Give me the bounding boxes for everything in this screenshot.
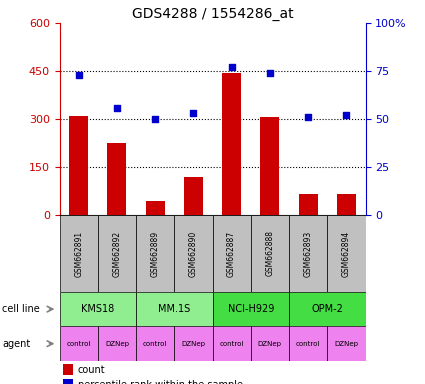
Bar xyxy=(251,215,289,292)
Bar xyxy=(289,215,327,292)
Bar xyxy=(289,326,327,361)
Point xyxy=(152,116,159,122)
Bar xyxy=(174,215,212,292)
Bar xyxy=(98,215,136,292)
Bar xyxy=(60,215,98,292)
Title: GDS4288 / 1554286_at: GDS4288 / 1554286_at xyxy=(132,7,293,21)
Text: control: control xyxy=(296,341,320,347)
Bar xyxy=(289,292,366,326)
Point xyxy=(190,110,197,116)
Point xyxy=(228,64,235,70)
Text: control: control xyxy=(143,341,167,347)
Bar xyxy=(251,326,289,361)
Text: cell line: cell line xyxy=(2,304,40,314)
Point xyxy=(75,72,82,78)
Bar xyxy=(212,292,289,326)
Bar xyxy=(327,215,366,292)
Bar xyxy=(337,194,356,215)
Text: control: control xyxy=(219,341,244,347)
Point xyxy=(305,114,312,120)
Text: GSM662893: GSM662893 xyxy=(303,230,313,276)
Text: control: control xyxy=(66,341,91,347)
Text: GSM662892: GSM662892 xyxy=(112,230,122,276)
Text: percentile rank within the sample: percentile rank within the sample xyxy=(78,380,243,384)
Point xyxy=(266,70,273,76)
Bar xyxy=(62,364,73,375)
Text: MM.1S: MM.1S xyxy=(158,304,190,314)
Bar xyxy=(136,326,174,361)
Bar xyxy=(98,326,136,361)
Text: GSM662889: GSM662889 xyxy=(150,230,160,276)
Text: NCI-H929: NCI-H929 xyxy=(227,304,274,314)
Text: DZNep: DZNep xyxy=(105,341,129,347)
Bar xyxy=(298,194,317,215)
Bar xyxy=(184,177,203,215)
Text: DZNep: DZNep xyxy=(334,341,358,347)
Text: agent: agent xyxy=(2,339,30,349)
Text: DZNep: DZNep xyxy=(181,341,205,347)
Text: count: count xyxy=(78,364,105,374)
Bar xyxy=(174,326,212,361)
Bar xyxy=(69,116,88,215)
Bar xyxy=(327,326,366,361)
Text: KMS18: KMS18 xyxy=(81,304,114,314)
Text: DZNep: DZNep xyxy=(258,341,282,347)
Text: OPM-2: OPM-2 xyxy=(311,304,343,314)
Bar xyxy=(107,143,127,215)
Bar xyxy=(62,379,73,384)
Bar xyxy=(260,118,280,215)
Point xyxy=(343,112,350,118)
Bar xyxy=(60,326,98,361)
Text: GSM662891: GSM662891 xyxy=(74,230,83,276)
Bar xyxy=(212,326,251,361)
Text: GSM662894: GSM662894 xyxy=(342,230,351,276)
Bar xyxy=(222,73,241,215)
Bar xyxy=(60,292,136,326)
Bar xyxy=(145,200,164,215)
Bar xyxy=(212,215,251,292)
Bar xyxy=(136,215,174,292)
Text: GSM662890: GSM662890 xyxy=(189,230,198,276)
Point xyxy=(113,104,120,111)
Bar xyxy=(136,292,212,326)
Text: GSM662887: GSM662887 xyxy=(227,230,236,276)
Text: GSM662888: GSM662888 xyxy=(265,230,275,276)
